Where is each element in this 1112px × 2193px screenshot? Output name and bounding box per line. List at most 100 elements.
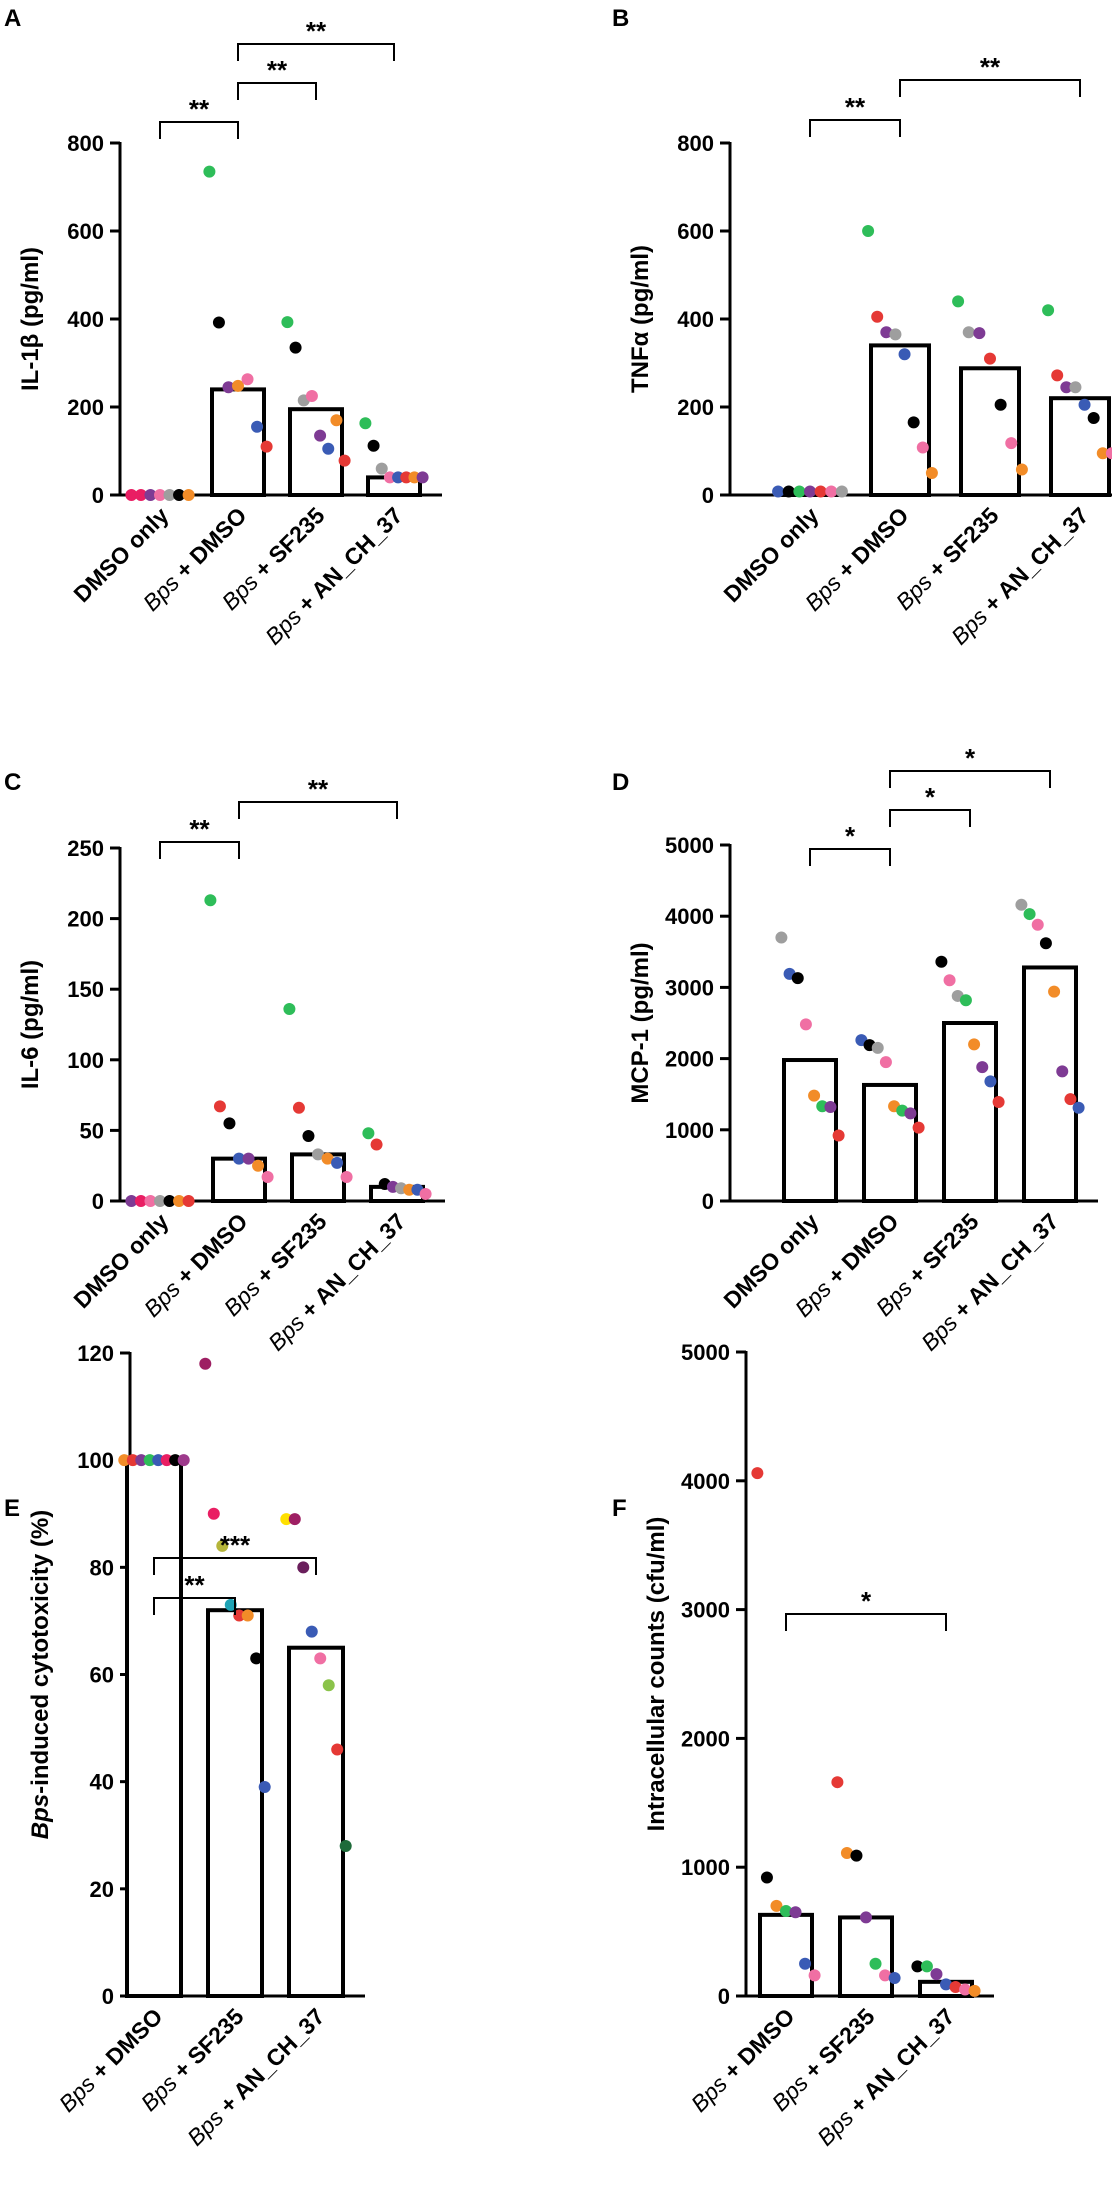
- data-point: [261, 1170, 274, 1183]
- y-tick-label: 2000: [681, 1726, 730, 1751]
- data-point: [160, 1454, 173, 1467]
- y-tick-label: 4000: [665, 904, 714, 929]
- x-category-label: Bps + AN_CH_37: [916, 1208, 1064, 1356]
- data-point: [775, 931, 788, 944]
- data-point: [1072, 1101, 1085, 1114]
- significance-bracket: [238, 801, 398, 819]
- data-point: [321, 1152, 334, 1165]
- y-tick-label: 800: [67, 131, 104, 156]
- data-point: [751, 1467, 764, 1480]
- data-point: [959, 1983, 972, 1996]
- data-point: [782, 485, 795, 498]
- data-point: [177, 1454, 190, 1467]
- data-point: [879, 1969, 892, 1982]
- data-point: [212, 316, 225, 329]
- data-point: [213, 1100, 226, 1113]
- data-point: [339, 1839, 352, 1852]
- x-category-label: Bps + AN_CH_37: [182, 2003, 330, 2151]
- data-point: [1039, 937, 1052, 950]
- bar-e-2: [287, 1645, 345, 1999]
- data-point: [959, 994, 972, 1007]
- data-point: [224, 1598, 237, 1611]
- data-point: [920, 1960, 933, 1973]
- significance-label: **: [189, 94, 210, 124]
- data-point: [242, 1152, 255, 1165]
- panel-letter: F: [612, 1495, 627, 1522]
- significance-label: **: [980, 52, 1001, 82]
- data-point: [791, 972, 804, 985]
- y-tick-label: 0: [718, 1984, 730, 2009]
- data-point: [204, 894, 217, 907]
- data-point: [916, 441, 929, 454]
- data-point: [860, 1911, 872, 1924]
- y-tick-label: 200: [677, 395, 714, 420]
- data-point: [370, 1138, 383, 1151]
- y-tick-label: 0: [102, 1984, 114, 2009]
- y-tick-label: 150: [67, 977, 104, 1002]
- data-point: [804, 485, 816, 498]
- bar-f-1: [838, 1915, 894, 1999]
- data-point: [331, 1743, 344, 1756]
- data-point: [375, 462, 388, 475]
- text-part: -induced cytotoxicity (%): [27, 1510, 54, 1794]
- bar-d-0: [782, 1058, 838, 1204]
- y-tick-label: 0: [702, 1189, 714, 1214]
- significance-bracket: [809, 119, 901, 137]
- data-point: [943, 974, 956, 987]
- y-tick-label: 40: [90, 1770, 114, 1795]
- bar-e-0: [125, 1458, 183, 1998]
- text-part: + SF235: [919, 502, 1004, 587]
- y-tick-label: 1000: [665, 1118, 714, 1143]
- data-point: [207, 1507, 220, 1520]
- y-tick-label: 2000: [665, 1047, 714, 1072]
- data-point: [340, 1170, 353, 1183]
- data-point: [968, 1038, 981, 1051]
- data-point: [367, 439, 380, 452]
- y-tick-label: 20: [90, 1877, 114, 1902]
- data-point: [992, 1096, 1005, 1109]
- data-point: [419, 1187, 432, 1200]
- significance-label: **: [308, 774, 329, 804]
- data-point: [862, 225, 875, 237]
- panel-letter: C: [4, 769, 21, 796]
- y-tick-label: 5000: [681, 1340, 730, 1365]
- significance-bracket: [809, 848, 891, 866]
- y-tick-label: 200: [67, 907, 104, 932]
- y-axis-label: TNFα (pg/ml): [627, 245, 654, 393]
- y-tick-label: 4000: [681, 1469, 730, 1494]
- data-point: [331, 1156, 344, 1169]
- data-point: [312, 1148, 324, 1161]
- y-tick-label: 60: [90, 1663, 114, 1688]
- data-point: [880, 326, 893, 339]
- data-point: [280, 1513, 293, 1526]
- data-point: [134, 489, 147, 501]
- data-point: [163, 1195, 176, 1207]
- data-point: [1005, 437, 1018, 450]
- panel-f: F 0 1000 2000 3000 4000 5000 Intracellular coun…: [612, 1340, 994, 2151]
- y-tick-label: 0: [92, 483, 104, 508]
- y-axis-label: IL-6 (pg/ml): [17, 960, 44, 1089]
- data-point: [144, 489, 157, 501]
- data-point: [889, 328, 902, 341]
- data-point: [984, 1075, 997, 1088]
- panel-e: E 0 20 40 60 80 100 120 Bps-induced cytotoxicity…: [4, 1341, 365, 2151]
- data-point: [1056, 1065, 1069, 1078]
- data-point: [976, 1061, 989, 1074]
- text-part: + SF235: [795, 2003, 880, 2088]
- data-point: [825, 485, 838, 498]
- data-point: [154, 489, 166, 501]
- data-point: [1087, 412, 1100, 424]
- data-point: [322, 1679, 335, 1692]
- data-point: [949, 1980, 962, 1993]
- data-point: [994, 398, 1007, 411]
- data-point: [251, 420, 264, 433]
- data-point: [260, 440, 273, 453]
- data-point: [203, 165, 216, 178]
- significance-label: *: [965, 743, 976, 773]
- data-point: [173, 1195, 186, 1207]
- significance-label: **: [184, 1570, 205, 1600]
- text-part: + DMSO: [82, 2003, 168, 2089]
- data-point: [808, 1969, 821, 1982]
- y-tick-label: 250: [67, 836, 104, 861]
